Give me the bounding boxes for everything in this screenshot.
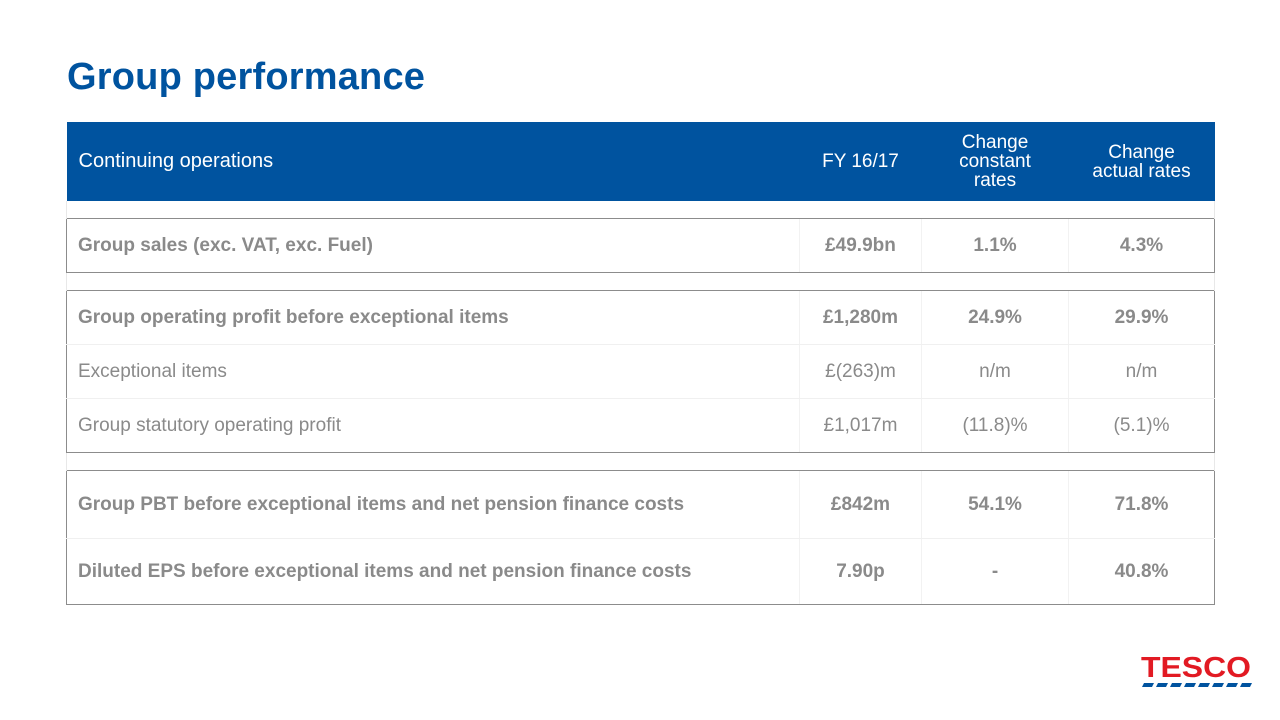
table-spacer [66, 452, 1215, 471]
row-change-actual: 71.8% [1068, 470, 1215, 539]
row-change-actual: n/m [1068, 344, 1215, 399]
row-label: Group sales (exc. VAT, exc. Fuel) [66, 218, 800, 273]
table-row: Exceptional items £(263)m n/m n/m [66, 344, 1215, 399]
row-fy-value: 7.90p [799, 538, 922, 605]
page-title: Group performance [67, 56, 426, 98]
row-fy-value: £(263)m [799, 344, 922, 399]
row-change-actual: 40.8% [1068, 538, 1215, 605]
tesco-logo-stripes-icon [1142, 683, 1252, 687]
table-spacer [66, 201, 1215, 219]
header-actual-line-2: actual rates [1092, 160, 1191, 182]
row-fy-value: £842m [799, 470, 922, 539]
row-change-constant: 54.1% [921, 470, 1069, 539]
header-continuing-operations: Continuing operations [66, 122, 800, 201]
tesco-logo: TESCO [1141, 652, 1252, 687]
row-change-constant: n/m [921, 344, 1069, 399]
row-label: Group statutory operating profit [66, 398, 800, 453]
row-change-constant: - [921, 538, 1069, 605]
table-row: Group sales (exc. VAT, exc. Fuel) £49.9b… [66, 218, 1215, 273]
row-change-constant: 1.1% [921, 218, 1069, 273]
header-constant-line-1: Change [961, 132, 1029, 153]
row-fy-value: £1,280m [799, 290, 922, 345]
row-label: Exceptional items [66, 344, 800, 399]
row-change-actual: 29.9% [1068, 290, 1215, 345]
table-spacer [66, 272, 1215, 291]
table-row: Group PBT before exceptional items and n… [66, 470, 1215, 539]
table-row: Group statutory operating profit £1,017m… [66, 398, 1215, 453]
header-change-actual-rates: Change actual rates [1068, 122, 1215, 201]
table-header-row: Continuing operations FY 16/17 Change co… [66, 122, 1215, 201]
header-actual-line-1: Change [1108, 141, 1175, 163]
row-label: Diluted EPS before exceptional items and… [66, 538, 800, 605]
header-change-constant-rates: Change constant rates [921, 122, 1069, 201]
header-fy-16-17: FY 16/17 [799, 122, 922, 201]
table-row: Group operating profit before exceptiona… [66, 290, 1215, 345]
table-row: Diluted EPS before exceptional items and… [66, 538, 1215, 605]
performance-table: Continuing operations FY 16/17 Change co… [66, 122, 1215, 605]
row-change-actual: 4.3% [1068, 218, 1215, 273]
tesco-logo-wordmark: TESCO [1141, 652, 1251, 684]
row-fy-value: £1,017m [799, 398, 922, 453]
header-constant-line-2: constant [959, 151, 1031, 172]
row-label: Group operating profit before exceptiona… [66, 290, 800, 345]
row-fy-value: £49.9bn [799, 218, 922, 273]
row-change-actual: (5.1)% [1068, 398, 1215, 453]
row-change-constant: 24.9% [921, 290, 1069, 345]
header-constant-line-3: rates [973, 170, 1017, 191]
row-change-constant: (11.8)% [921, 398, 1069, 453]
row-label: Group PBT before exceptional items and n… [66, 470, 800, 539]
